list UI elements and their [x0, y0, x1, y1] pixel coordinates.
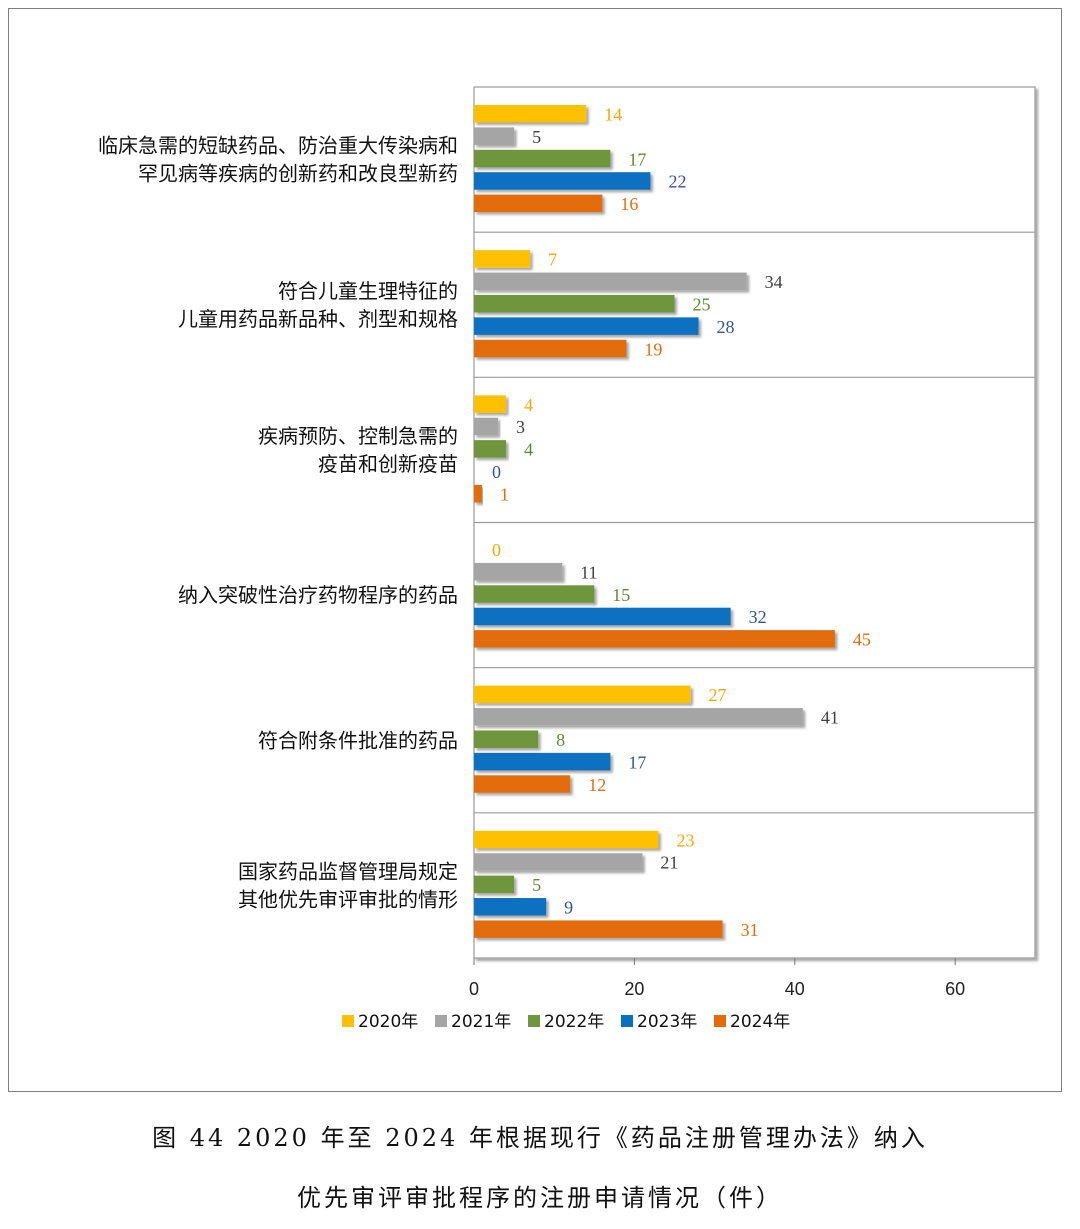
data-label: 31	[741, 920, 759, 940]
legend-entry: 2024年	[730, 1012, 790, 1032]
data-label: 23	[676, 830, 694, 850]
category-label: 罕见病等疾病的创新药和改良型新药	[138, 162, 458, 186]
bars	[474, 105, 835, 938]
category-label: 其他优先审评审批的情形	[238, 887, 458, 911]
bar-2024年	[474, 194, 603, 213]
data-label: 28	[717, 317, 735, 337]
x-tick-label: 40	[785, 979, 805, 999]
data-label: 4	[524, 440, 533, 460]
bar-2024年	[474, 339, 627, 358]
bar-2021年	[474, 417, 499, 436]
value-labels: 1451722167342528194340101115324527418171…	[492, 105, 871, 940]
x-axis: 0 20 40 60	[469, 958, 965, 999]
data-label: 0	[492, 462, 501, 482]
data-label: 5	[532, 875, 541, 895]
legend-entry: 2022年	[544, 1012, 604, 1032]
data-label: 27	[709, 685, 727, 705]
data-label: 17	[628, 752, 646, 772]
bar-2023年	[474, 172, 651, 190]
legend: 2020年 2021年 2022年 2023年 2024年	[342, 1012, 790, 1032]
data-label: 5	[532, 127, 541, 147]
data-label: 15	[612, 585, 630, 605]
category-label: 疫苗和创新疫苗	[318, 452, 458, 476]
legend-swatch	[621, 1015, 633, 1027]
data-label: 0	[492, 540, 501, 560]
bar-2024年	[474, 630, 835, 648]
data-label: 3	[516, 417, 525, 437]
bar-2020年	[474, 830, 659, 849]
bar-2023年	[474, 607, 731, 626]
bar-2022年	[474, 440, 507, 458]
figure-caption-line-2: 优先审评审批程序的注册申请情况（件）	[297, 1184, 783, 1212]
data-label: 19	[644, 339, 662, 359]
data-label: 32	[749, 607, 767, 627]
bar-2020年	[474, 250, 531, 268]
data-label: 8	[556, 730, 565, 750]
bar-2023年	[474, 898, 547, 916]
legend-swatch	[435, 1015, 447, 1027]
data-label: 9	[564, 898, 573, 918]
data-label: 12	[588, 775, 606, 795]
data-label: 16	[620, 194, 638, 214]
data-label: 11	[580, 562, 597, 582]
data-label: 7	[548, 250, 557, 270]
data-label: 34	[765, 272, 783, 292]
data-label: 1	[500, 484, 509, 504]
bar-2022年	[474, 149, 611, 168]
category-labels: 临床急需的短缺药品、防治重大传染病和罕见病等疾病的创新药和改良型新药符合儿童生理…	[98, 134, 458, 912]
bar-2022年	[474, 294, 675, 313]
legend-swatch	[528, 1015, 540, 1027]
data-label: 21	[660, 853, 678, 873]
legend-entry: 2021年	[451, 1012, 511, 1032]
data-label: 14	[604, 105, 622, 125]
legend-swatch	[342, 1015, 354, 1027]
data-label: 45	[853, 630, 871, 650]
bar-2020年	[474, 685, 691, 704]
category-label: 疾病预防、控制急需的	[258, 424, 458, 448]
bar-2024年	[474, 920, 723, 938]
legend-swatch	[714, 1015, 726, 1027]
bar-2022年	[474, 585, 595, 603]
category-label: 符合附条件批准的药品	[258, 728, 458, 752]
bar-2023年	[474, 317, 699, 335]
data-label: 22	[668, 172, 686, 192]
bar-2022年	[474, 730, 539, 748]
data-label: 41	[821, 708, 839, 728]
category-label: 符合儿童生理特征的	[278, 279, 458, 303]
data-label: 17	[628, 149, 646, 169]
x-tick-label: 0	[469, 979, 479, 999]
x-tick-label: 60	[945, 979, 965, 999]
figure-caption-line-1: 图 44 2020 年至 2024 年根据现行《药品注册管理办法》纳入	[152, 1124, 928, 1152]
bar-2021年	[474, 853, 643, 871]
bar-2023年	[474, 752, 611, 771]
bar-2020年	[474, 105, 587, 123]
category-label: 临床急需的短缺药品、防治重大传染病和	[98, 134, 458, 158]
category-label: 纳入突破性治疗药物程序的药品	[178, 583, 458, 607]
category-label: 儿童用药品新品种、剂型和规格	[178, 307, 458, 331]
data-label: 25	[693, 294, 711, 314]
bar-2024年	[474, 775, 571, 793]
bar-2021年	[474, 272, 747, 291]
bar-2021年	[474, 708, 803, 726]
category-label: 国家药品监督管理局规定	[238, 859, 458, 883]
bar-chart: 1451722167342528194340101115324527418171…	[98, 86, 1036, 1032]
data-label: 4	[524, 395, 533, 415]
x-tick-label: 20	[624, 979, 644, 999]
legend-entry: 2023年	[637, 1012, 697, 1032]
bar-2021年	[474, 562, 563, 581]
bar-2020年	[474, 395, 507, 413]
bar-2022年	[474, 875, 515, 894]
category-separators	[474, 231, 1035, 814]
bar-2021年	[474, 127, 515, 145]
bar-2024年	[474, 484, 483, 503]
legend-entry: 2020年	[358, 1012, 418, 1032]
